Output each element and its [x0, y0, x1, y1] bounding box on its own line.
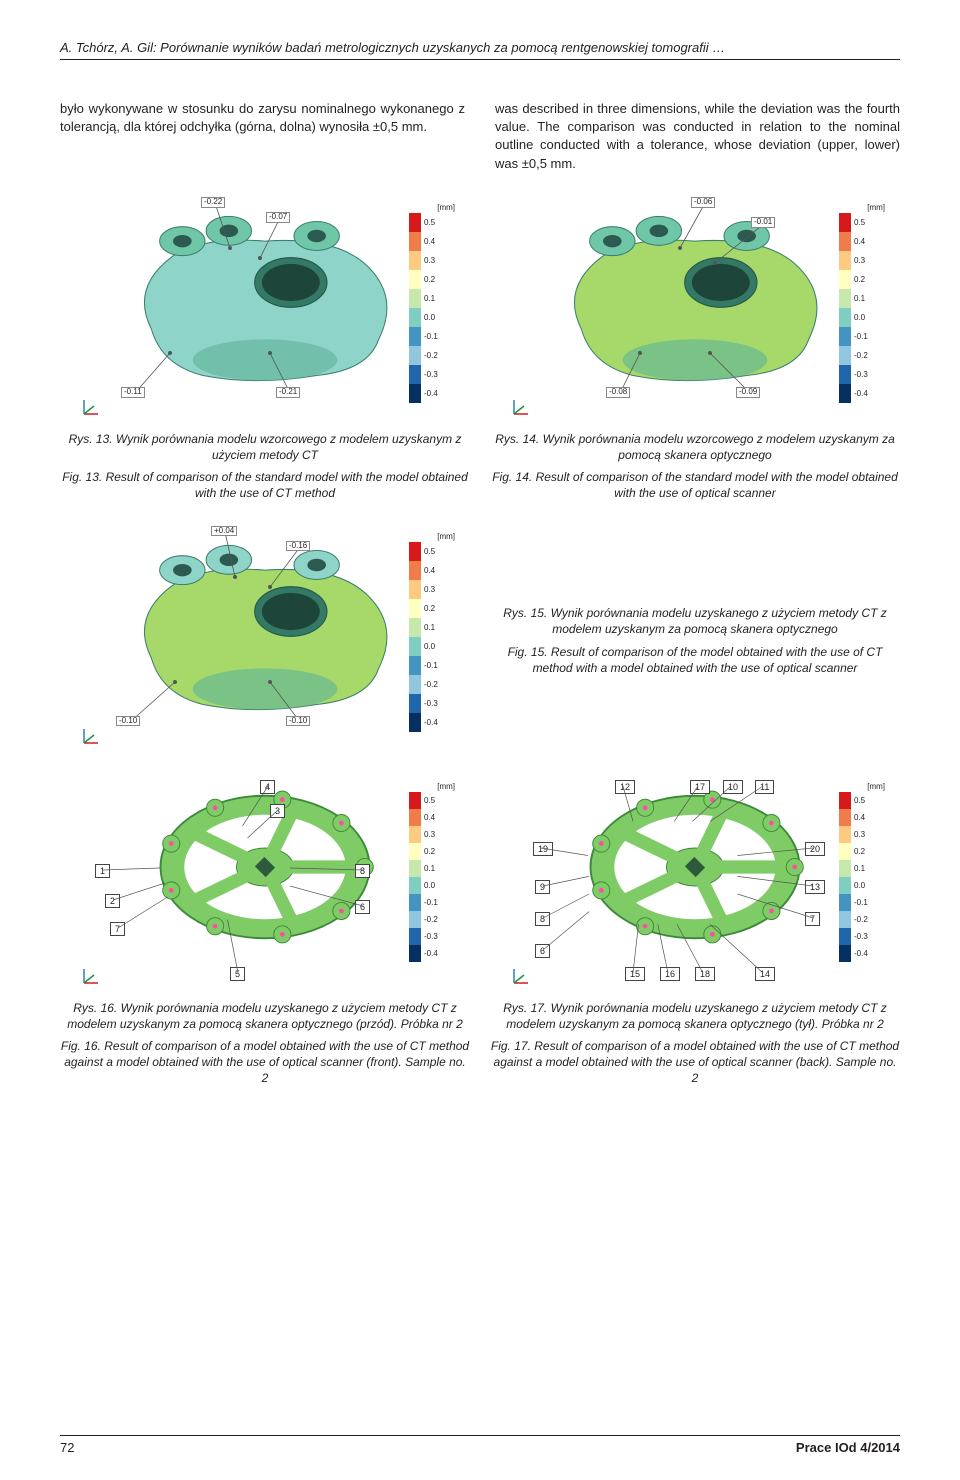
fig17-caption-en: Fig. 17. Result of comparison of a model… [490, 1038, 900, 1087]
deviation-callout: -0.08 [606, 387, 630, 398]
intro-columns: było wykonywane w stosunku do zarysu nom… [60, 100, 900, 173]
deviation-callout: -0.09 [736, 387, 760, 398]
intro-left: było wykonywane w stosunku do zarysu nom… [60, 100, 465, 173]
journal-ref: Prace IOd 4/2014 [796, 1440, 900, 1455]
fig14-caption-en: Fig. 14. Result of comparison of the sta… [490, 469, 900, 501]
running-header: A. Tchórz, A. Gil: Porównanie wyników ba… [60, 40, 900, 60]
leader-lines [75, 772, 455, 992]
fig13-caption-en: Fig. 13. Result of comparison of the sta… [60, 469, 470, 501]
fig15-caption-en: Fig. 15. Result of comparison of the mod… [490, 644, 900, 676]
figure-row-15: [mm]0.50.40.30.20.10.0-0.1-0.2-0.3-0.4+0… [60, 522, 900, 752]
fig16-caption-en: Fig. 16. Result of comparison of a model… [60, 1038, 470, 1087]
figure-15: [mm]0.50.40.30.20.10.0-0.1-0.2-0.3-0.4+0… [60, 522, 470, 752]
fig14-caption-pl: Rys. 14. Wynik porównania modelu wzorcow… [490, 431, 900, 463]
figure-14: [mm]0.50.40.30.20.10.0-0.1-0.2-0.3-0.4-0… [490, 193, 900, 502]
figure-13: [mm]0.50.40.30.20.10.0-0.1-0.2-0.3-0.4-0… [60, 193, 470, 502]
page-number: 72 [60, 1440, 74, 1455]
fig17-caption-pl: Rys. 17. Wynik porównania modelu uzyskan… [490, 1000, 900, 1032]
deviation-callout: -0.10 [116, 716, 140, 727]
deviation-callout: -0.22 [201, 197, 225, 208]
deviation-callout: -0.07 [266, 212, 290, 223]
deviation-callout: -0.16 [286, 541, 310, 552]
page-footer: 72 Prace IOd 4/2014 [60, 1435, 900, 1455]
deviation-callout: +0.04 [211, 526, 237, 537]
figure-16: [mm]0.50.40.30.20.10.0-0.1-0.2-0.3-0.412… [60, 772, 470, 1087]
intro-right: was described in three dimensions, while… [495, 100, 900, 173]
fig15-caption-pl: Rys. 15. Wynik porównania modelu uzyskan… [490, 605, 900, 637]
deviation-callout: -0.10 [286, 716, 310, 727]
fig13-caption-pl: Rys. 13. Wynik porównania modelu wzorcow… [60, 431, 470, 463]
leader-lines [505, 772, 885, 992]
deviation-callout: -0.01 [751, 217, 775, 228]
deviation-callout: -0.21 [276, 387, 300, 398]
figure-row-13-14: [mm]0.50.40.30.20.10.0-0.1-0.2-0.3-0.4-0… [60, 193, 900, 502]
callout-lines [505, 193, 885, 423]
figure-row-16-17: [mm]0.50.40.30.20.10.0-0.1-0.2-0.3-0.412… [60, 772, 900, 1087]
header-text: A. Tchórz, A. Gil: Porównanie wyników ba… [60, 40, 725, 55]
figure-17: [mm]0.50.40.30.20.10.0-0.1-0.2-0.3-0.467… [490, 772, 900, 1087]
figure-15-captions: Rys. 15. Wynik porównania modelu uzyskan… [490, 522, 900, 752]
fig16-caption-pl: Rys. 16. Wynik porównania modelu uzyskan… [60, 1000, 470, 1032]
deviation-callout: -0.11 [121, 387, 145, 398]
deviation-callout: -0.06 [691, 197, 715, 208]
